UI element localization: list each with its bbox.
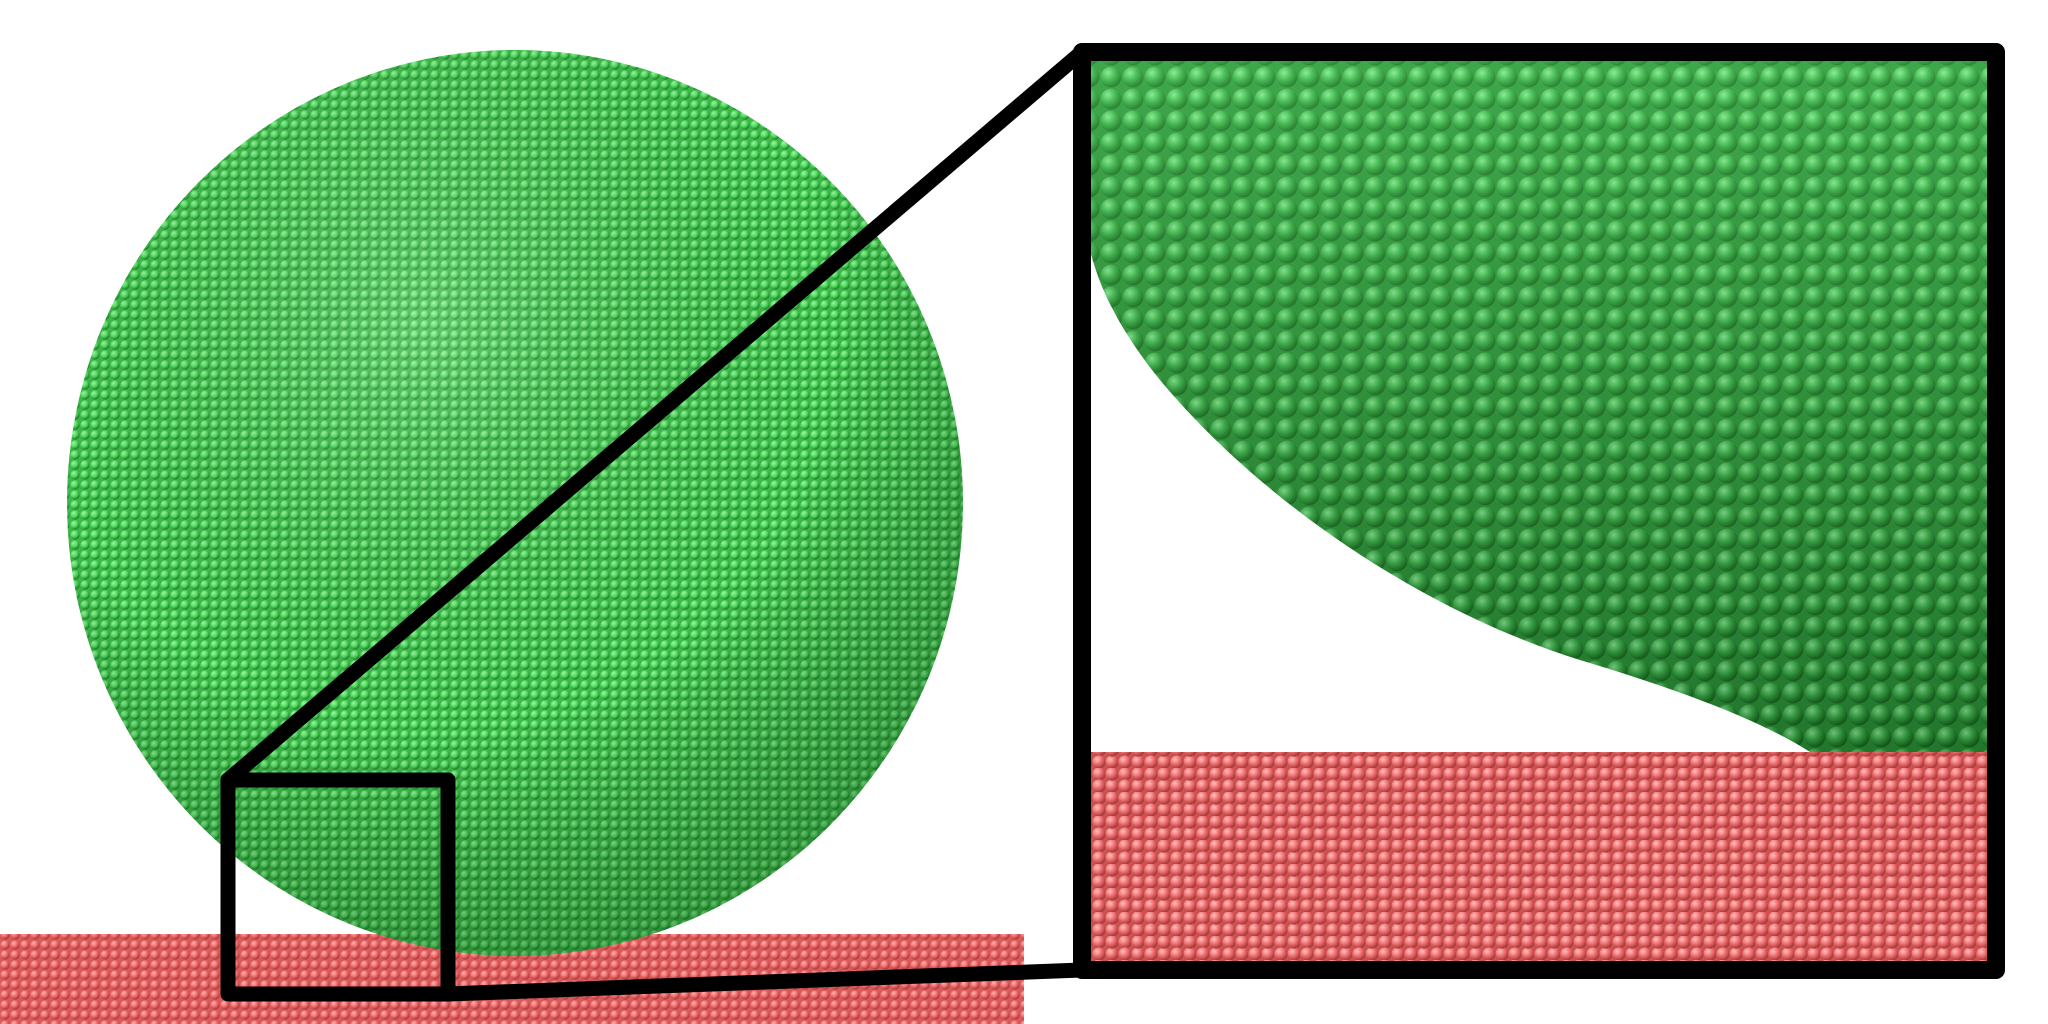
connector-line-top [220, 44, 1090, 788]
inset-substrate-region [1090, 752, 1988, 962]
inset-frame [1073, 43, 2005, 979]
zoom-indicator [220, 43, 2005, 1002]
zoom-inset [1090, 60, 1988, 962]
particle-sphere [67, 50, 963, 956]
connector-line-bottom [440, 962, 1090, 1002]
zoom-source-box [220, 772, 456, 1002]
